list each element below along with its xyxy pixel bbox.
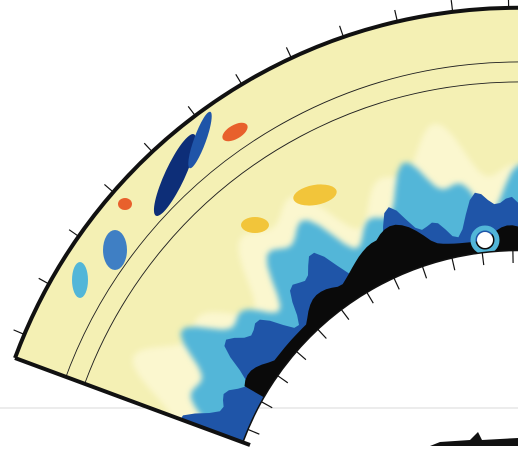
- feature: [188, 111, 212, 169]
- feature: [477, 232, 493, 248]
- feature: [293, 184, 337, 206]
- outer-boundary: [13, 5, 518, 359]
- outer-tick: [187, 105, 196, 117]
- outer-tick: [38, 277, 50, 285]
- outer-tick: [143, 142, 153, 153]
- feature: [118, 198, 132, 210]
- outer-tick: [13, 329, 25, 336]
- side-boundary: [14, 356, 251, 447]
- inner-tick: [341, 309, 350, 320]
- outer-tick: [104, 184, 114, 193]
- inner-tick: [261, 401, 273, 409]
- inner-tick: [422, 266, 428, 279]
- inner-tick: [481, 253, 485, 266]
- ticks: [13, 0, 514, 435]
- feature: [103, 230, 127, 270]
- reference-arc: [61, 61, 518, 388]
- corner-mark: [430, 432, 518, 446]
- inner-tick: [248, 428, 260, 435]
- outer-tick: [339, 25, 345, 38]
- feature: [241, 217, 269, 233]
- inner-tick: [296, 351, 307, 361]
- outer-tick: [235, 73, 243, 85]
- outer-tick: [450, 0, 454, 13]
- inner-tick: [277, 375, 289, 384]
- outer-tick: [285, 47, 293, 59]
- inner-tick: [366, 292, 374, 304]
- inner-boundary: [242, 249, 518, 443]
- feature: [72, 262, 88, 298]
- outer-tick: [68, 229, 80, 238]
- feature: [222, 122, 248, 142]
- inner-tick: [317, 329, 327, 339]
- feature: [153, 133, 197, 217]
- reference-arc: [80, 81, 518, 394]
- inner-tick: [393, 278, 400, 290]
- inner-tick: [451, 258, 456, 271]
- outer-tick: [394, 9, 399, 22]
